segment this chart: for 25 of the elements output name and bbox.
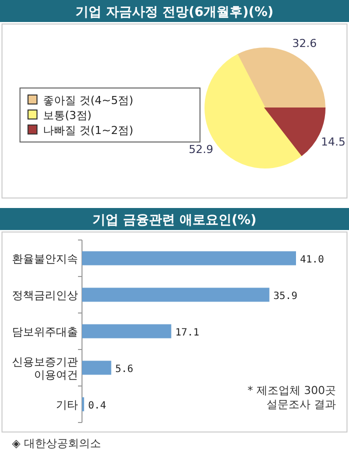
y-tick-label: 기타 [56,398,78,412]
bar [82,360,112,375]
chart-title: 기업 금융관련 애로요인(%) [92,213,256,228]
data-label: 35.9 [273,290,298,302]
y-tick-label: 담보위주대출 [12,325,78,338]
legend-label: 좋아질 것(4~5점) [43,94,134,107]
data-label: 52.9 [188,142,214,156]
y-tick-label: 환율불안지속 [12,252,78,266]
data-label: 41.0 [300,254,324,266]
data-label: 5.6 [115,364,134,375]
text: ◈ 대한상공회의소 [12,437,101,450]
data-label: 17.1 [175,327,200,338]
legend-label: 나빠질 것(1~2점) [43,124,134,137]
data-label: 14.5 [321,135,346,148]
pie-slice [236,48,326,108]
y-tick-label: 정책금리인상 [12,288,78,302]
y-tick-label: 신용보증기관 이용여건 [12,355,78,382]
chart-title: 기업 자금사정 전망(6개월후)(%) [76,5,274,20]
bar [82,324,172,338]
bar [82,288,270,302]
data-label: 0.4 [88,400,106,412]
data-label: 32.6 [292,37,317,50]
legend-label: 보통(3점) [43,109,92,122]
bar [82,251,296,266]
annotation: * 제조업체 300곳 설문조사 결과 [248,384,336,411]
